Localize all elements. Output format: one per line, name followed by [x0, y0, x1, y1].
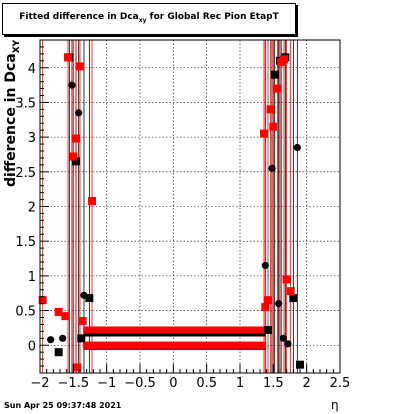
data-point: [266, 105, 275, 114]
data-point: [73, 363, 82, 372]
x-tick-label: 2.5: [330, 376, 351, 391]
y-tick-label: 2: [28, 201, 36, 216]
data-point: [270, 70, 279, 79]
y-tick-label: 0: [28, 339, 36, 354]
x-tick-label: 1: [236, 376, 244, 391]
data-point: [261, 261, 269, 270]
data-point: [68, 81, 76, 89]
data-point: [59, 334, 67, 342]
data-point: [47, 336, 55, 344]
title-box: Fitted difference in Dcaxy for Global Re…: [2, 3, 296, 35]
data-point: [61, 312, 70, 321]
x-tick-label: 0.5: [196, 376, 217, 391]
data-point: [273, 84, 282, 93]
x-axis-label: η: [331, 398, 339, 412]
y-tick-label: 3: [28, 131, 36, 146]
error-bars: [42, 40, 298, 373]
data-point: [286, 287, 295, 296]
data-point: [264, 325, 272, 334]
data-point: [76, 62, 84, 71]
data-points: [38, 53, 304, 372]
data-point: [72, 134, 80, 143]
x-tick-label: 2: [303, 376, 311, 391]
data-point: [289, 294, 298, 303]
y-tick-label: 4: [28, 62, 36, 77]
data-point: [261, 303, 270, 312]
y-tick-label: 0.5: [15, 305, 36, 320]
data-point: [77, 334, 86, 343]
x-tick-label: −0.5: [124, 376, 156, 391]
data-point: [85, 294, 94, 303]
x-tick-label: −1.5: [58, 376, 90, 391]
data-point: [78, 316, 87, 325]
data-point: [296, 360, 304, 369]
data-point: [69, 152, 78, 161]
data-point: [293, 143, 301, 152]
data-point: [275, 300, 283, 308]
y-axis-label: difference in DcaXY: [3, 39, 22, 187]
x-tick-label: −2: [30, 376, 49, 391]
data-point: [75, 109, 83, 117]
data-point: [269, 122, 278, 131]
y-tick-label: 1.5: [15, 235, 36, 250]
chart-title: Fitted difference in Dcaxy for Global Re…: [19, 12, 279, 24]
data-point: [279, 334, 287, 342]
data-point: [88, 196, 96, 205]
data-point: [282, 275, 291, 284]
y-tick-label: 1: [28, 270, 36, 285]
data-point: [38, 296, 47, 305]
band-point: [259, 341, 267, 349]
y-axis-label-subscript: XY: [12, 39, 22, 54]
axis-ticks: [39, 39, 341, 374]
data-point: [268, 164, 276, 172]
data-point: [284, 340, 292, 348]
data-point: [260, 129, 268, 138]
data-point: [64, 53, 72, 62]
y-tick-label: 3.5: [15, 96, 36, 111]
data-point: [264, 296, 272, 305]
data-point: [280, 55, 288, 64]
data-point: [54, 348, 63, 357]
title-subscript: xy: [138, 17, 147, 24]
x-tick-label: −1: [97, 376, 116, 391]
tick-labels: −2 −1.5 −1 −0.5 0 0.5 1 1.5 2 2.5 0 0.5 1 1.5 2 2.5 3 3.5…: [15, 62, 350, 391]
x-tick-label: 0: [169, 376, 177, 391]
x-tick-label: 1.5: [263, 376, 284, 391]
y-tick-label: 2.5: [15, 166, 36, 181]
timestamp: Sun Apr 25 09:37:48 2021: [4, 401, 122, 410]
data-point: [54, 307, 63, 316]
band-point: [259, 326, 267, 334]
data-point: [72, 157, 80, 166]
